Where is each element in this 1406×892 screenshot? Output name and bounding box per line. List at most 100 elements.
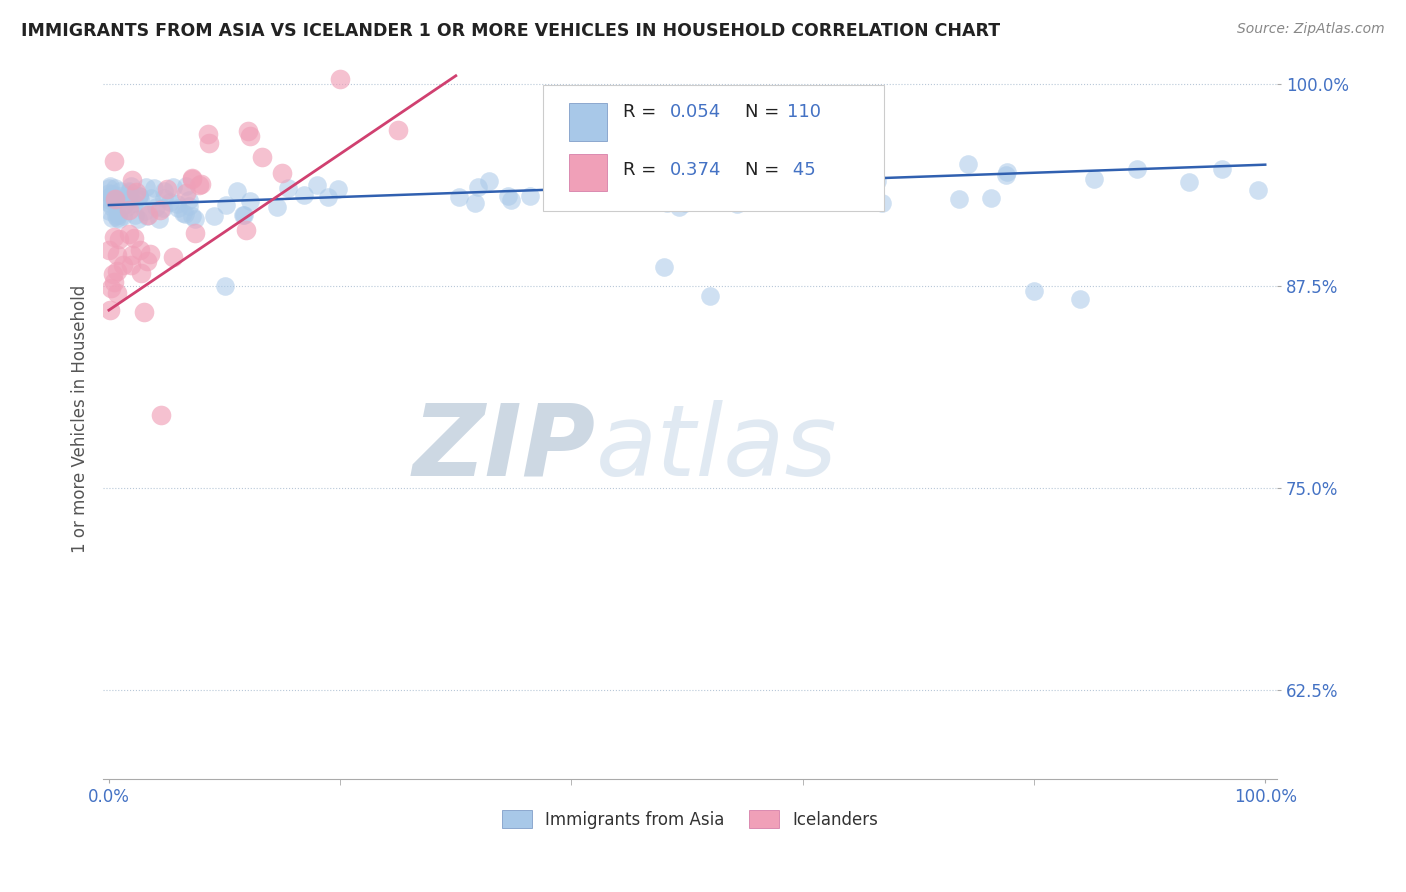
Point xyxy=(118,227,141,241)
Point xyxy=(100,280,122,294)
Point xyxy=(108,192,131,206)
Point xyxy=(496,189,519,203)
FancyBboxPatch shape xyxy=(569,103,606,141)
Point xyxy=(167,201,190,215)
Point xyxy=(499,194,522,208)
Point xyxy=(103,153,125,168)
Point xyxy=(122,231,145,245)
Point xyxy=(104,181,127,195)
Point xyxy=(98,181,121,195)
Legend: Immigrants from Asia, Icelanders: Immigrants from Asia, Icelanders xyxy=(495,804,886,835)
Point xyxy=(105,248,128,262)
Text: N =: N = xyxy=(745,161,785,178)
Point xyxy=(957,157,980,171)
Y-axis label: 1 or more Vehicles in Household: 1 or more Vehicles in Household xyxy=(72,285,89,553)
Point xyxy=(673,195,696,210)
Point xyxy=(162,250,184,264)
Point xyxy=(108,231,131,245)
Point xyxy=(948,192,970,206)
Point xyxy=(727,181,749,195)
Point xyxy=(143,181,166,195)
Point xyxy=(121,248,143,262)
Point xyxy=(98,302,121,317)
Point xyxy=(153,191,176,205)
Point xyxy=(97,203,120,218)
Point xyxy=(266,200,288,214)
Point xyxy=(478,174,501,188)
Point xyxy=(174,178,197,193)
Point xyxy=(250,150,273,164)
Point xyxy=(172,206,194,220)
Point xyxy=(181,209,204,223)
Point xyxy=(149,203,172,218)
Point xyxy=(1083,172,1105,186)
Point xyxy=(467,180,489,194)
Text: Source: ZipAtlas.com: Source: ZipAtlas.com xyxy=(1237,22,1385,37)
Point xyxy=(114,191,136,205)
Point xyxy=(139,191,162,205)
Point xyxy=(121,173,143,187)
Point xyxy=(103,229,125,244)
Point xyxy=(108,184,131,198)
Point xyxy=(139,247,162,261)
Point xyxy=(855,159,877,173)
Point xyxy=(316,190,339,204)
Point xyxy=(176,186,198,201)
Point xyxy=(105,286,128,301)
Point xyxy=(162,180,184,194)
Point xyxy=(239,128,262,143)
Point xyxy=(181,170,204,185)
Text: R =: R = xyxy=(623,103,662,121)
Point xyxy=(554,182,576,196)
Point xyxy=(156,182,179,196)
Point xyxy=(100,211,122,225)
Point xyxy=(118,188,141,202)
Point xyxy=(101,191,124,205)
Point xyxy=(118,193,141,207)
Point xyxy=(128,243,150,257)
Point xyxy=(111,258,134,272)
Text: 0.054: 0.054 xyxy=(671,103,721,121)
Point xyxy=(98,179,121,194)
Point xyxy=(655,196,678,211)
Point xyxy=(136,209,159,223)
Point xyxy=(177,199,200,213)
Text: ZIP: ZIP xyxy=(413,400,596,497)
Point xyxy=(980,191,1002,205)
Point xyxy=(235,223,257,237)
Point xyxy=(725,197,748,211)
Text: 110: 110 xyxy=(787,103,821,121)
Point xyxy=(716,185,738,199)
Point xyxy=(239,194,262,209)
Point xyxy=(159,195,181,210)
Point xyxy=(1247,183,1270,197)
Point xyxy=(387,123,409,137)
Point xyxy=(328,182,350,196)
Point xyxy=(838,162,860,177)
Point xyxy=(128,189,150,203)
Point xyxy=(329,72,352,87)
Point xyxy=(107,208,129,222)
Point xyxy=(127,212,149,227)
Point xyxy=(800,174,823,188)
Point xyxy=(149,408,172,422)
Point xyxy=(866,174,889,188)
Point xyxy=(233,208,256,222)
Text: N =: N = xyxy=(745,103,785,121)
Point xyxy=(104,192,127,206)
Point xyxy=(120,185,142,199)
Point xyxy=(136,254,159,268)
Point xyxy=(105,211,128,225)
Point xyxy=(174,207,197,221)
Point xyxy=(98,193,121,207)
Point xyxy=(603,173,626,187)
Point xyxy=(177,193,200,207)
Text: 45: 45 xyxy=(787,161,815,178)
Point xyxy=(215,198,238,212)
Point xyxy=(652,260,675,274)
Point xyxy=(108,189,131,203)
Point xyxy=(115,200,138,214)
Point xyxy=(166,197,188,211)
Point xyxy=(98,195,121,210)
Point xyxy=(1211,162,1233,177)
